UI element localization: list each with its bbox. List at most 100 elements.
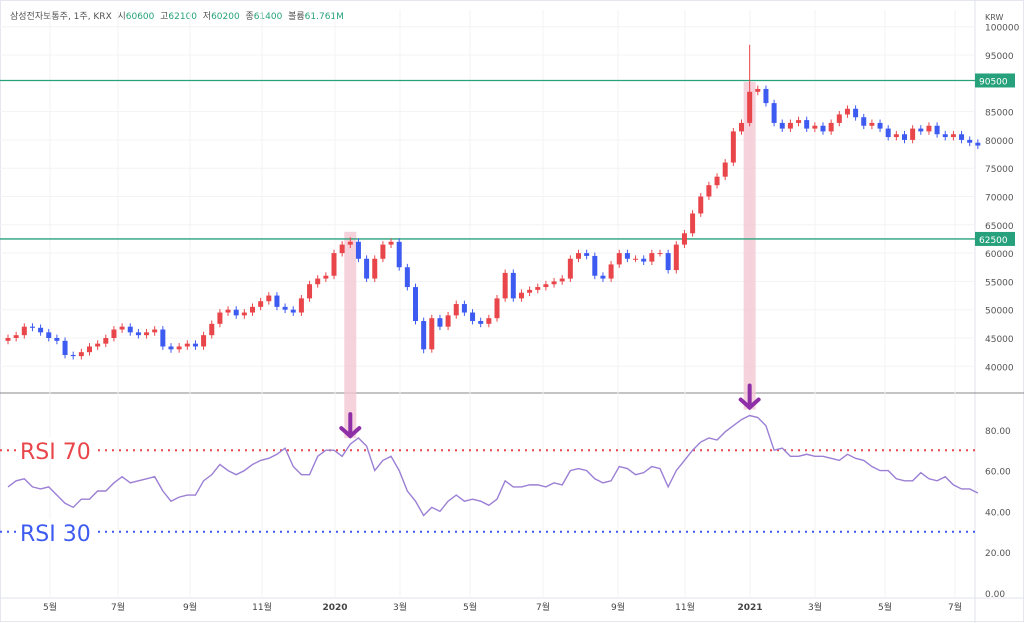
candle-down (46, 332, 52, 338)
candle-up (681, 233, 687, 245)
candle-down (355, 241, 361, 259)
candle-up (844, 108, 850, 115)
candle-up (722, 162, 728, 177)
candle-down (877, 122, 883, 129)
candle-up (796, 120, 802, 123)
time-tick-label: 7월 (948, 601, 962, 613)
price-level-badge (975, 231, 1015, 246)
rsi-tick-label: 20.00 (985, 549, 1011, 559)
rsi-threshold-label: RSI 30 (20, 522, 91, 547)
time-tick-label: 9월 (611, 601, 625, 613)
open-label: 시 (117, 12, 126, 22)
candle-up (551, 281, 557, 285)
candle-up (787, 122, 793, 129)
low-label: 저 (202, 12, 212, 22)
candle-down (192, 343, 198, 347)
candle-down (934, 125, 940, 135)
candle-up (812, 125, 818, 129)
candle-up (87, 346, 92, 353)
candle-up (747, 91, 753, 123)
candle-down (396, 241, 402, 268)
candle-up (307, 284, 313, 299)
candle-down (168, 346, 174, 350)
candle-up (103, 338, 109, 344)
candle-up (453, 304, 459, 316)
price-tick-label: 95000 (985, 52, 1014, 62)
candle-up (258, 301, 264, 307)
price-level-label: 62500 (979, 236, 1008, 246)
candle-up (869, 122, 875, 126)
candle-down (763, 88, 769, 104)
candle-down (584, 253, 590, 256)
candle-up (836, 114, 842, 123)
candle-down (282, 306, 288, 310)
divergence-highlight (743, 81, 756, 410)
candle-up (543, 284, 549, 288)
candle-down (975, 142, 981, 146)
candle-up (739, 122, 744, 132)
candle-up (266, 295, 272, 302)
candle-down (902, 134, 907, 140)
candle-down (413, 287, 418, 322)
candle-up (690, 213, 696, 234)
candle-up (910, 128, 916, 140)
time-tick-label: 5월 (43, 601, 57, 613)
time-tick-label: 5월 (878, 601, 892, 613)
candle-up (673, 244, 679, 271)
time-tick-label: 2020 (322, 603, 347, 613)
time-tick-label: 7월 (536, 601, 550, 613)
candle-down (160, 329, 166, 347)
price-level-badge (975, 73, 1015, 88)
candle-up (95, 343, 101, 347)
price-tick-label: 75000 (985, 165, 1014, 175)
candle-up (152, 329, 158, 333)
price-tick-label: 100000 (985, 24, 1020, 34)
candle-up (730, 131, 736, 163)
symbol-name: 삼성전자보통주, 1주, KRX (10, 12, 112, 22)
candle-down (600, 275, 606, 279)
candle-down (885, 128, 891, 138)
price-tick-label: 85000 (985, 109, 1014, 119)
divergence-highlight (344, 231, 357, 439)
candle-up (608, 264, 614, 279)
volume-label: 볼륨 (288, 12, 305, 22)
candle-down (592, 255, 598, 276)
rsi-threshold-label: RSI 70 (20, 440, 91, 465)
symbol-header: 삼성전자보통주, 1주, KRX 시60600 고62100 저60200 종6… (10, 9, 344, 22)
time-tick-label: 9월 (183, 601, 197, 613)
candle-down (470, 312, 476, 322)
price-tick-label: 70000 (985, 194, 1014, 204)
arrow-down-icon (339, 412, 362, 439)
candle-up (184, 343, 190, 347)
candle-down (233, 309, 239, 316)
candle-down (421, 321, 427, 350)
time-tick-label: 3월 (393, 601, 407, 613)
currency-label: KRW (985, 13, 1003, 22)
candle-up (315, 278, 321, 285)
rsi-label-bg (18, 437, 98, 462)
price-tick-label: 45000 (985, 335, 1014, 345)
rsi-tick-label: 80.00 (985, 427, 1011, 437)
price-tick-label: 55000 (985, 278, 1014, 288)
price-tick-label: 60000 (985, 250, 1014, 260)
arrow-down-icon (738, 383, 761, 411)
high-label: 고 (160, 12, 169, 22)
candle-up (119, 326, 125, 330)
candle-down (135, 332, 141, 336)
candle-down (665, 253, 671, 271)
candle-up (225, 309, 231, 313)
time-tick-label: 3월 (808, 601, 822, 613)
candle-up (527, 289, 533, 293)
candle-up (217, 312, 223, 324)
time-tick-label: 5월 (463, 601, 477, 613)
candle-up (21, 326, 27, 336)
candle-down (942, 134, 948, 138)
rsi-tick-label: 60.00 (985, 468, 1011, 478)
candle-up (13, 335, 19, 338)
candle-up (926, 125, 932, 132)
candle-down (804, 120, 810, 129)
rsi-line (7, 414, 979, 517)
